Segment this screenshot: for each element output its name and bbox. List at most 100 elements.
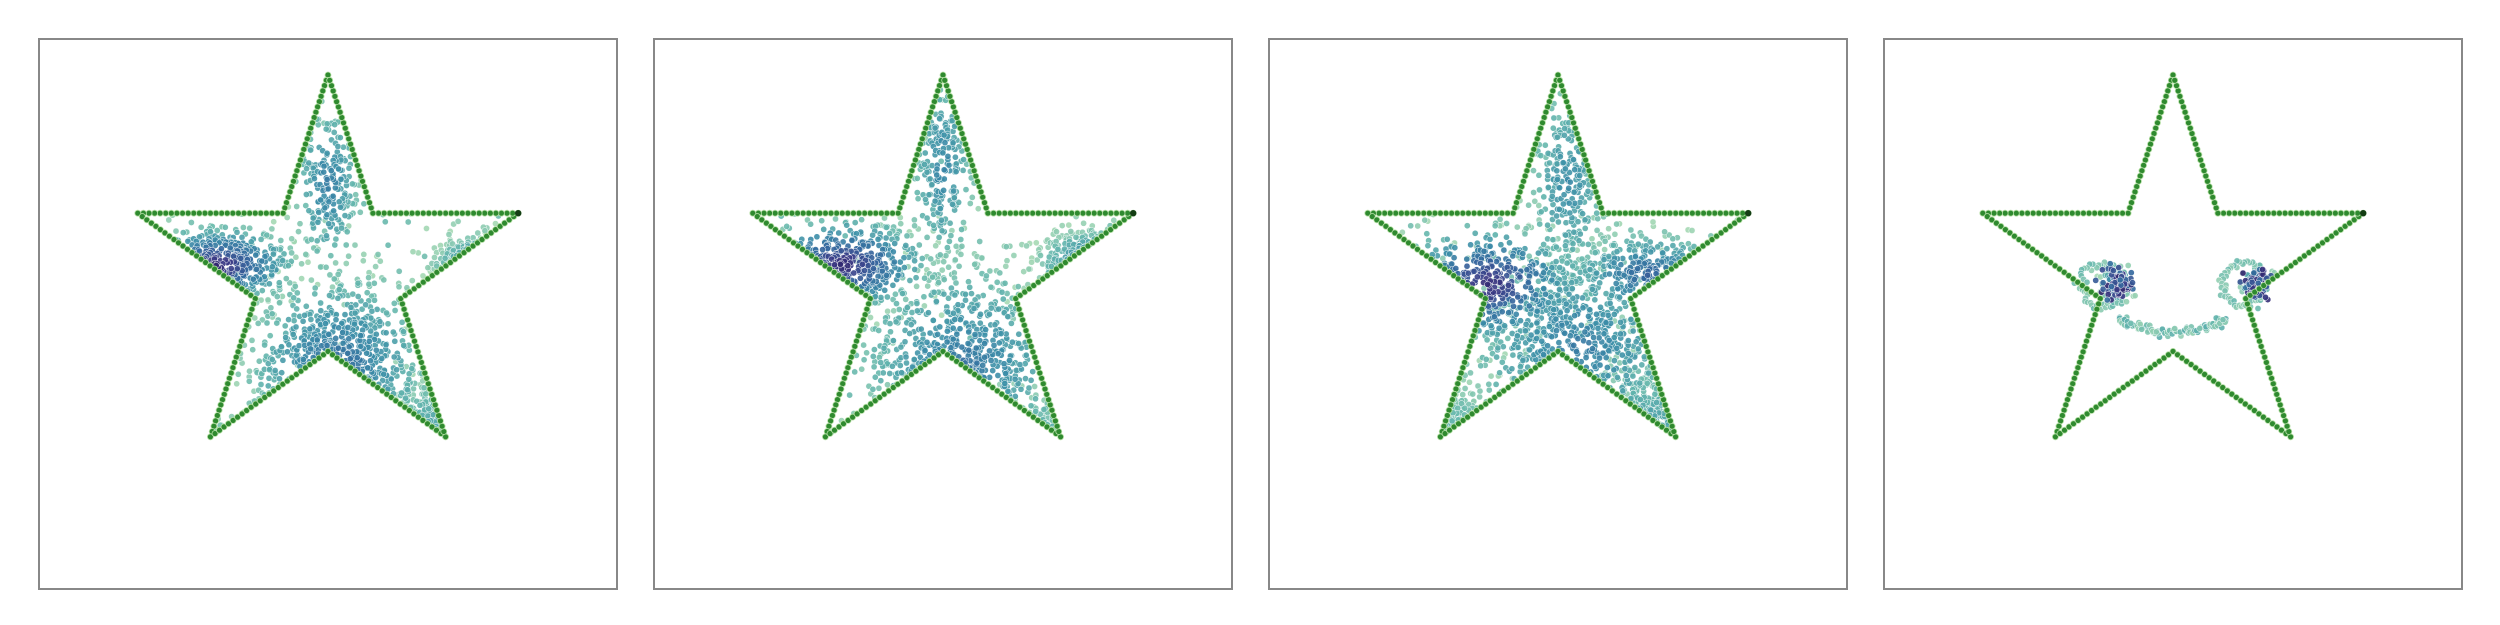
outline-point [1649, 278, 1657, 286]
outline-point [1084, 242, 1092, 250]
data-point [1054, 246, 1062, 253]
data-point [1483, 336, 1491, 344]
data-point [1532, 291, 1540, 299]
data-point [1576, 230, 1584, 238]
outline-point [1441, 265, 1449, 273]
outline-point [1695, 245, 1702, 253]
data-point [958, 242, 966, 250]
data-point [901, 264, 908, 271]
outline-point [1595, 377, 1603, 385]
data-point [309, 214, 317, 222]
data-point [1503, 220, 1510, 227]
data-point [383, 309, 390, 317]
data-point [246, 367, 253, 375]
outline-point [1455, 420, 1462, 428]
data-point [1556, 309, 1564, 317]
outline-point [1688, 209, 1696, 217]
data-point [1659, 249, 1666, 257]
data-point [906, 277, 914, 284]
data-point [933, 171, 941, 179]
data-point [1516, 304, 1524, 311]
data-point [938, 311, 945, 319]
data-point [1544, 342, 1551, 350]
outline-point [428, 423, 436, 431]
data-point [1645, 369, 1652, 377]
outline-point [1017, 209, 1025, 217]
outline-point [351, 367, 359, 375]
data-point [938, 216, 945, 224]
data-point [1022, 375, 1029, 382]
data-point [329, 283, 336, 291]
data-point [1003, 257, 1011, 265]
data-point [831, 261, 838, 269]
outline-point [374, 384, 382, 391]
data-point [376, 257, 384, 265]
outline-point [1713, 232, 1721, 240]
data-point [391, 337, 399, 345]
outline-point [930, 354, 938, 362]
data-point [947, 344, 955, 352]
outline-point [206, 262, 214, 270]
data-point [362, 301, 369, 309]
outline-point [1453, 209, 1461, 217]
data-point [330, 275, 338, 283]
data-point [877, 359, 885, 366]
outline-point [320, 351, 327, 359]
data-point [930, 222, 937, 229]
data-point [334, 143, 342, 150]
outline-point [794, 242, 802, 250]
outline-point [799, 209, 807, 217]
outline-point [1676, 259, 1684, 266]
data-point [1593, 209, 1601, 217]
outline-point [1102, 229, 1110, 237]
data-point [1570, 228, 1578, 236]
outline-point [857, 288, 865, 296]
outline-point [1386, 209, 1394, 217]
star-outline [749, 71, 1137, 441]
outline-point [1118, 209, 1126, 217]
outline-point [242, 288, 250, 296]
data-point [883, 224, 890, 231]
outline-point [225, 420, 232, 428]
outline-point [1048, 426, 1055, 434]
data-point [1569, 245, 1577, 253]
data-point [869, 353, 877, 360]
data-point [923, 214, 931, 222]
data-point [944, 327, 951, 335]
outline-point [478, 236, 486, 243]
data-point [940, 276, 948, 283]
data-point [1576, 172, 1584, 179]
outline-point [1039, 420, 1046, 428]
data-point [1540, 285, 1548, 292]
data-point [1588, 285, 1596, 293]
data-point [913, 300, 921, 307]
data-point [334, 271, 342, 278]
data-point [1501, 322, 1508, 330]
outline-point [1392, 209, 1400, 217]
outline-point [1409, 209, 1416, 217]
data-point [330, 207, 337, 215]
outline-point [1381, 209, 1388, 217]
outline-point [265, 390, 273, 398]
chart-svg-3 [1364, 71, 1752, 441]
outline-point [1476, 209, 1484, 217]
data-point [1564, 252, 1572, 260]
data-point [1571, 166, 1579, 174]
outline-point [1464, 209, 1472, 217]
data-point [1552, 258, 1560, 265]
data-point [340, 143, 347, 151]
data-point [1015, 330, 1023, 338]
outline-point [1626, 400, 1634, 408]
data-point [279, 356, 287, 364]
data-point [251, 314, 259, 322]
data-point [1536, 186, 1543, 194]
data-point [921, 149, 929, 157]
data-point [945, 161, 953, 169]
outline-point [1613, 390, 1621, 398]
data-point [867, 314, 874, 321]
outline-point [1012, 209, 1020, 217]
data-point [902, 242, 910, 249]
outline-point [433, 426, 440, 434]
outline-point [251, 209, 259, 217]
data-point [277, 237, 285, 244]
